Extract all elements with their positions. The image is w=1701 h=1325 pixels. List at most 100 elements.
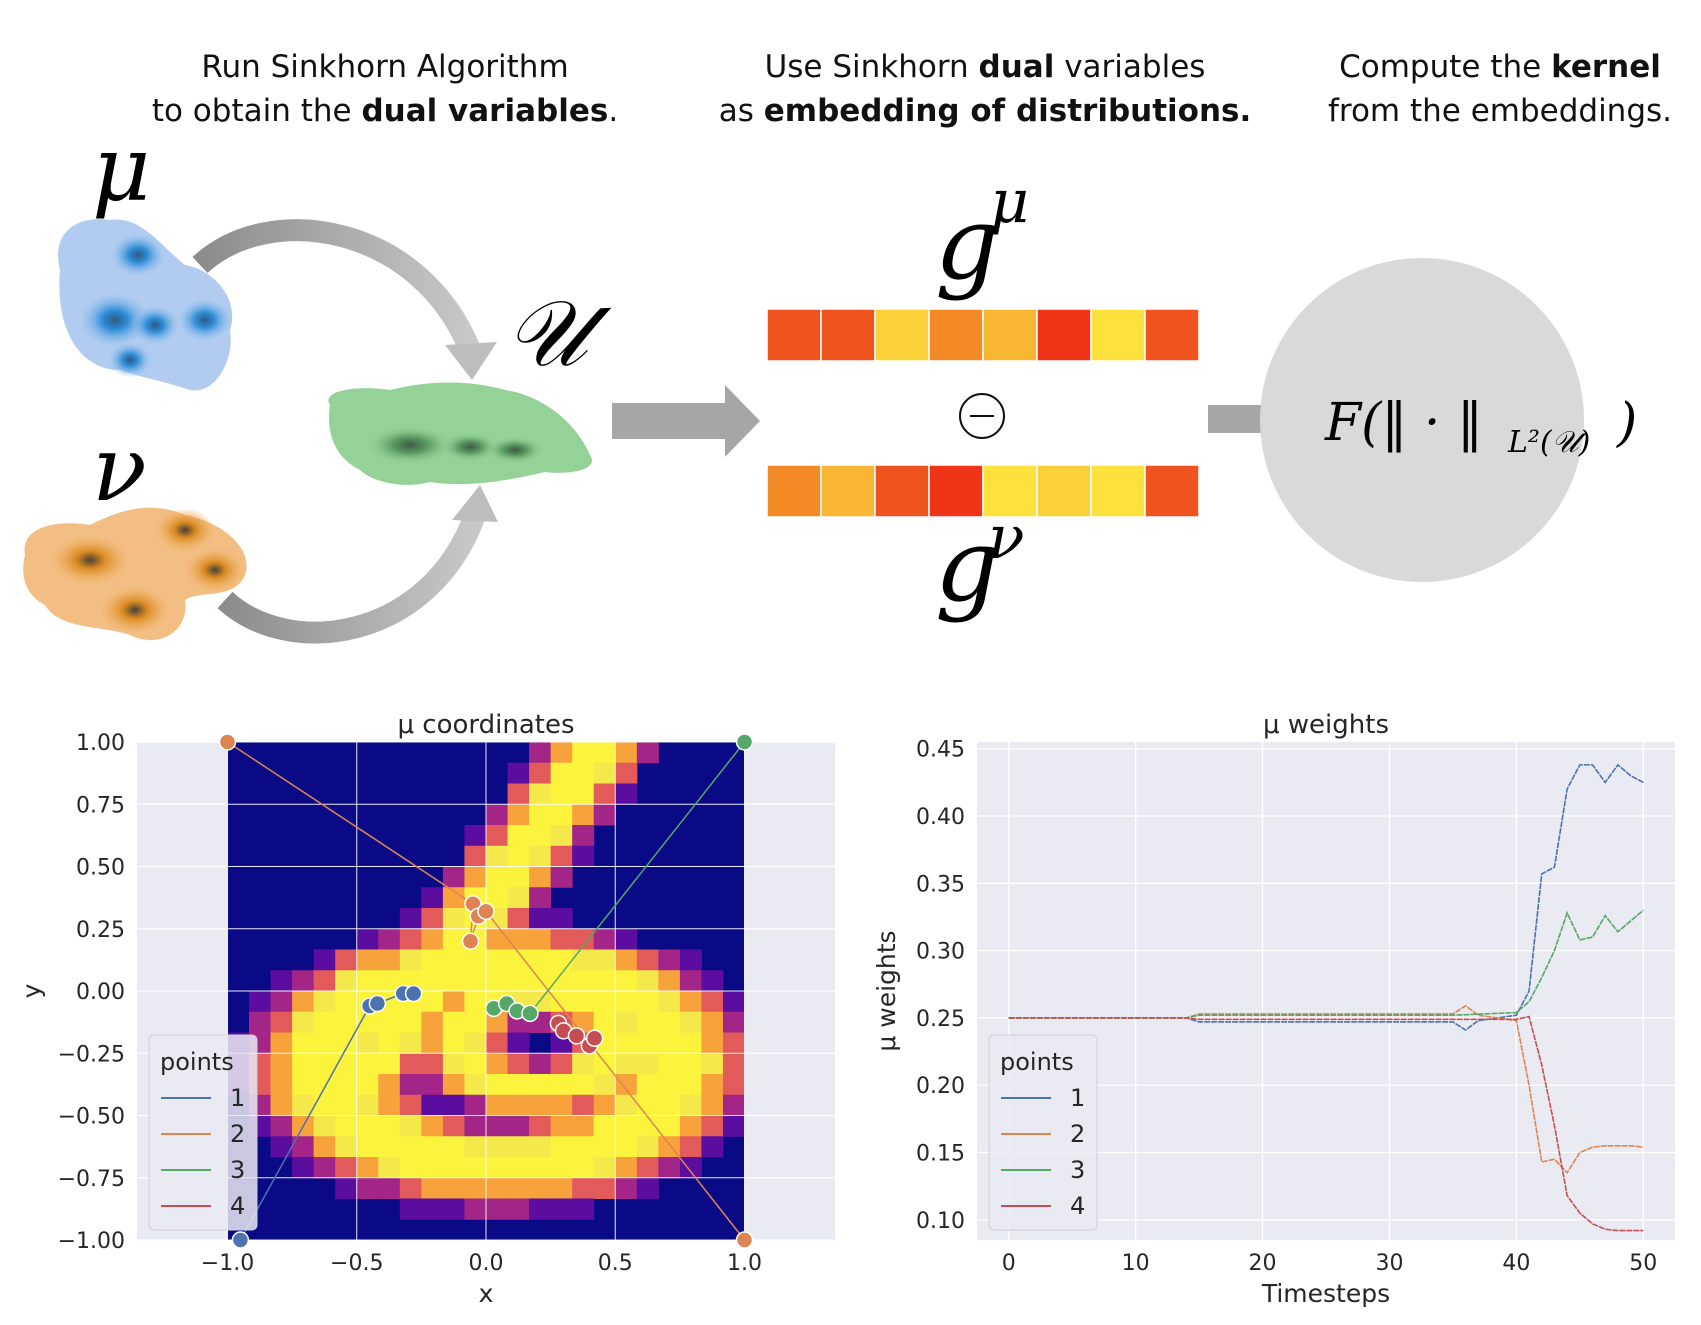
chart2-title: μ weights — [1263, 710, 1389, 740]
heatmap-cell — [486, 845, 509, 867]
series-3-point — [485, 999, 503, 1018]
g-nu-cell — [874, 464, 930, 518]
heatmap-cell — [679, 970, 702, 992]
y-tick-label: 0.10 — [916, 1209, 965, 1234]
heatmap-cell — [399, 1198, 422, 1220]
heatmap-cell — [572, 804, 595, 826]
g-nu-embedding-bar — [766, 464, 1200, 518]
heatmap-cell — [486, 928, 509, 950]
heatmap-cell — [636, 1032, 659, 1054]
heatmap-cell — [572, 1094, 595, 1116]
heatmap-cell — [399, 928, 422, 950]
legend-label: 3 — [230, 1156, 245, 1184]
chart1-plot-area — [137, 742, 835, 1240]
heatmap-cell — [615, 1136, 638, 1158]
heatmap-cell — [399, 908, 422, 930]
g-mu-cell — [1090, 308, 1146, 362]
heatmap-cell — [378, 1094, 401, 1116]
heatmap-cell — [270, 1136, 293, 1158]
heatmap-cell — [658, 949, 681, 971]
heatmap-cell — [593, 1074, 616, 1096]
heatmap-cell — [378, 1157, 401, 1179]
y-tick-label: 1.00 — [76, 731, 125, 756]
heatmap-cell — [335, 1115, 358, 1137]
legend-label: 4 — [230, 1192, 245, 1220]
legend-box — [988, 1034, 1098, 1231]
series-4-point — [549, 1014, 568, 1033]
heatmap-cell — [636, 1074, 659, 1096]
g-nu-cell — [1036, 464, 1092, 518]
heatmap-cell — [529, 762, 552, 784]
arrow-mu-to-U — [192, 219, 497, 380]
heatmap-cell — [399, 1115, 422, 1137]
heatmap-cell — [658, 1032, 681, 1054]
heatmap-cell — [356, 970, 379, 992]
heatmap-cell — [550, 825, 573, 847]
chart1-title: μ coordinates — [397, 710, 574, 740]
heatmap-cell — [442, 1198, 465, 1220]
heatmap-cell — [550, 742, 573, 764]
heatmap-cell — [593, 1136, 616, 1158]
heatmap-cell — [507, 1032, 530, 1054]
heatmap-cell — [529, 1074, 552, 1096]
heatmap-cell — [529, 845, 552, 867]
heatmap-cell — [313, 1011, 336, 1033]
heatmap-cell — [421, 1177, 444, 1199]
heatmap-cell — [464, 1094, 487, 1116]
heatmap-cell — [658, 1136, 681, 1158]
heatmap-cell — [399, 1094, 422, 1116]
heatmap-cell — [464, 949, 487, 971]
heatmap-cell — [464, 1032, 487, 1054]
series-2-point — [464, 895, 482, 913]
x-tick-label: 30 — [1375, 1251, 1403, 1276]
g-mu-cell — [1144, 308, 1200, 362]
svg-text:): ) — [1616, 393, 1637, 453]
legend-title: points — [160, 1048, 234, 1076]
g-nu-cell — [982, 464, 1038, 518]
heatmap-cell — [593, 1053, 616, 1075]
heatmap-cell — [636, 1011, 659, 1033]
heatmap-cell — [292, 1032, 315, 1054]
heatmap-cell — [550, 1074, 573, 1096]
svg-text:F(‖ · ‖: F(‖ · ‖ — [1324, 393, 1483, 453]
heatmap-cell — [701, 1115, 724, 1137]
heatmap-cell — [572, 1053, 595, 1075]
heatmap-cell — [572, 1011, 595, 1033]
heatmap-cell — [507, 1136, 530, 1158]
digit-heatmap — [227, 742, 746, 1240]
nu-symbol: ν — [92, 417, 147, 522]
heatmap-cell — [572, 1074, 595, 1096]
heatmap-cell — [593, 1115, 616, 1137]
y-tick-label: −0.25 — [58, 1042, 125, 1067]
heatmap-cell — [550, 762, 573, 784]
heatmap-cell — [270, 1011, 293, 1033]
heatmap-cell — [507, 1198, 530, 1220]
heatmap-cell — [486, 1136, 509, 1158]
g-mu-cell — [1036, 308, 1092, 362]
heatmap-cell — [442, 970, 465, 992]
heatmap-cell — [701, 1032, 724, 1054]
heatmap-cell — [313, 1136, 336, 1158]
x-tick-label: 40 — [1502, 1251, 1530, 1276]
heatmap-cell — [464, 1115, 487, 1137]
heatmap-cell — [335, 1032, 358, 1054]
series-1-point — [368, 994, 387, 1013]
heatmap-cell — [486, 949, 509, 971]
heatmap-cell — [550, 1053, 573, 1075]
heatmap-cell — [486, 866, 509, 888]
heatmap-cell — [636, 991, 659, 1013]
heatmap-cell — [313, 1094, 336, 1116]
heatmap-cell — [679, 1136, 702, 1158]
heatmap-cell — [464, 1157, 487, 1179]
series-3-line — [1008, 909, 1644, 1019]
legend-label: 1 — [1070, 1084, 1085, 1112]
heatmap-cell — [464, 1011, 487, 1033]
heatmap-cell — [442, 1136, 465, 1158]
heatmap-cell — [356, 1136, 379, 1158]
heatmap-cell — [679, 1074, 702, 1096]
heatmap-cell — [529, 1053, 552, 1075]
series-3-line — [493, 741, 746, 1015]
heatmap-cell — [313, 1115, 336, 1137]
heatmap-cell — [572, 1177, 595, 1199]
heatmap-cell — [486, 1198, 509, 1220]
